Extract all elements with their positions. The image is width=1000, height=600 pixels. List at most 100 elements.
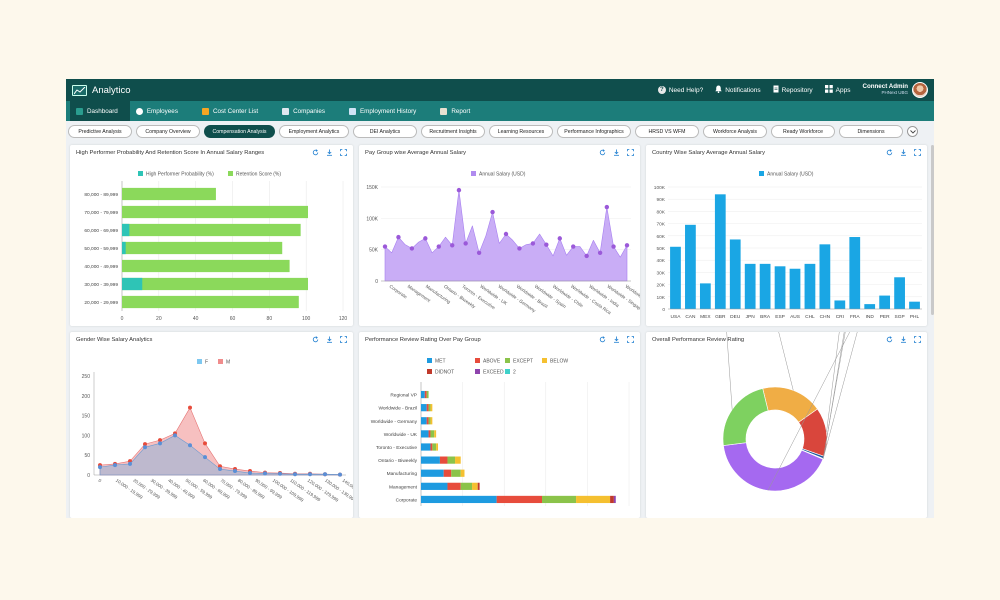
stacked-bar-segment [451, 469, 461, 477]
expand-icon[interactable] [914, 335, 921, 343]
label-connector [726, 332, 733, 410]
apps-label: Apps [835, 86, 851, 94]
y-tick-label: Regional VP [390, 393, 417, 399]
refresh-icon[interactable] [312, 335, 319, 343]
brand[interactable]: Analytico [72, 84, 131, 96]
legend-label: DIDNOT [435, 370, 454, 376]
notifications-link[interactable]: Notifications [715, 85, 761, 95]
subtab-performance-infographics[interactable]: Performance Infographics [557, 125, 631, 138]
refresh-icon[interactable] [599, 148, 606, 156]
nav-companies[interactable]: Companies [276, 101, 343, 121]
pay-group-chart: Annual Salary (USD) 0 50K 100K 150K Corporate… [366, 171, 640, 316]
need-help-link[interactable]: ? Need Help? [657, 86, 704, 94]
subtab-company-overview[interactable]: Company Overview [136, 125, 200, 138]
nav-employment-history[interactable]: Employment History [343, 101, 434, 121]
stacked-bar-segment [477, 482, 480, 490]
stacked-bar-segment [421, 404, 427, 412]
x-tick-label: CHL [805, 314, 815, 320]
download-icon[interactable] [326, 148, 333, 156]
cost-center-icon [201, 107, 209, 115]
apps-link[interactable]: Apps [824, 85, 851, 95]
refresh-icon[interactable] [312, 148, 319, 156]
female-point [143, 445, 147, 450]
data-point [571, 244, 576, 249]
donut-slice [722, 388, 769, 446]
female-point [338, 472, 342, 477]
high-performer-bar [122, 223, 130, 237]
more-tabs-button[interactable] [907, 126, 918, 137]
nav-label: Employees [146, 107, 178, 115]
expand-icon[interactable] [914, 148, 921, 156]
nav-cost-center-list[interactable]: Cost Center List [196, 101, 276, 121]
subtab-hrsd-vs-wfm[interactable]: HRSD VS WFM [635, 125, 699, 138]
user-menu[interactable]: Connect Admin PHNext UBG [863, 82, 928, 98]
expand-icon[interactable] [340, 148, 347, 156]
subtab-employment-analytics[interactable]: Employment Analytics [279, 125, 349, 138]
stacked-bar-segment [430, 430, 435, 438]
subtab-workforce-analysis[interactable]: Workforce Analysis [703, 125, 767, 138]
repository-link[interactable]: Repository [773, 85, 813, 95]
download-icon[interactable] [326, 335, 333, 343]
download-icon[interactable] [613, 335, 620, 343]
stacked-bar-segment [430, 404, 433, 412]
female-point [248, 471, 252, 476]
subtab-compensation-analysis[interactable]: Compensation Analysis [204, 125, 275, 138]
legend-swatch [228, 171, 233, 176]
nav-dashboard[interactable]: Dashboard [70, 101, 130, 121]
female-point [293, 472, 297, 477]
refresh-icon[interactable] [886, 148, 893, 156]
refresh-icon[interactable] [886, 335, 893, 343]
x-tick-label: 20 [156, 316, 162, 322]
data-point [456, 187, 462, 193]
data-point [604, 204, 610, 210]
y-tick-label: 10K [656, 295, 665, 301]
data-point [490, 209, 495, 215]
stacked-bar-segment [426, 390, 429, 399]
data-point [503, 231, 509, 237]
stacked-bar-segment [428, 417, 431, 425]
label-connector [778, 332, 794, 391]
country-bar [819, 244, 831, 309]
card-tools [886, 335, 921, 343]
stacked-bar-segment [421, 456, 440, 464]
male-point [203, 441, 207, 446]
stacked-bar-segment [460, 469, 465, 477]
x-tick-label: Ontario - Biweekly [443, 284, 477, 310]
subtab-dei-analytics[interactable]: DEI Analytics [353, 125, 417, 138]
legend-label: Retention Score (%) [236, 172, 281, 178]
legend-label: EXCEPT [513, 359, 533, 365]
subtab-predictive-analysis[interactable]: Predictive Analysis [68, 125, 132, 138]
nav-employees[interactable]: Employees [130, 101, 196, 121]
country-bar [804, 263, 816, 309]
companies-icon [282, 107, 290, 115]
subtab-recruitment-insights[interactable]: Recruitment Insights [421, 125, 485, 138]
x-tick-label: 120 [339, 316, 348, 322]
need-help-label: Need Help? [668, 86, 704, 94]
page-scrollbar[interactable] [931, 145, 934, 315]
subtab-learning-resources[interactable]: Learning Resources [489, 125, 553, 138]
overall-performance-chart: EXCEPT : 164 (19%)BELOW : 131 (15%)DIDNO… [722, 332, 858, 492]
refresh-icon[interactable] [599, 335, 606, 343]
stacked-bar-segment [421, 443, 431, 451]
report-icon [440, 107, 448, 115]
legend-label: F [205, 360, 208, 366]
avatar[interactable] [912, 82, 928, 98]
download-icon[interactable] [900, 335, 907, 343]
y-tick-label: 0 [375, 279, 378, 285]
download-icon[interactable] [900, 148, 907, 156]
data-point [611, 244, 616, 249]
subtab-dimensions[interactable]: Dimensions [839, 125, 903, 138]
expand-icon[interactable] [627, 335, 634, 343]
subtab-ready-workforce[interactable]: Ready Workforce [771, 125, 835, 138]
retention-bar [122, 259, 290, 273]
stacked-bar-segment [434, 430, 437, 438]
nav-report[interactable]: Report [434, 101, 488, 121]
stacked-bar-segment [610, 495, 614, 504]
expand-icon[interactable] [340, 335, 347, 343]
nav-label: Dashboard [87, 107, 118, 115]
apps-grid-icon [824, 85, 833, 95]
document-icon [773, 85, 779, 95]
download-icon[interactable] [613, 148, 620, 156]
analytico-logo-icon [72, 84, 87, 96]
expand-icon[interactable] [627, 148, 634, 156]
